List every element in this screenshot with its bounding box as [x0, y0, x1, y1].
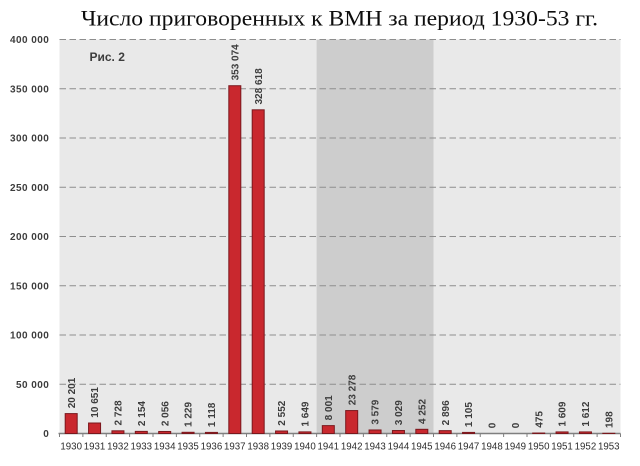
svg-text:1945: 1945: [411, 441, 433, 452]
svg-text:1939: 1939: [271, 441, 293, 452]
svg-text:50 000: 50 000: [16, 380, 49, 391]
svg-text:10 651: 10 651: [90, 387, 101, 418]
svg-text:2 896: 2 896: [441, 400, 452, 425]
svg-text:20 201: 20 201: [67, 377, 78, 408]
svg-text:3 029: 3 029: [394, 400, 405, 425]
svg-text:1 118: 1 118: [207, 402, 218, 427]
svg-text:300 000: 300 000: [10, 134, 49, 145]
svg-text:1936: 1936: [201, 441, 223, 452]
svg-text:250 000: 250 000: [10, 183, 49, 194]
svg-text:1934: 1934: [154, 441, 176, 452]
svg-text:0: 0: [43, 429, 49, 440]
svg-text:100 000: 100 000: [10, 331, 49, 342]
svg-text:2 056: 2 056: [160, 401, 171, 426]
svg-text:1953: 1953: [598, 441, 620, 452]
svg-text:4 252: 4 252: [417, 399, 428, 424]
svg-text:1948: 1948: [481, 441, 503, 452]
svg-text:2 552: 2 552: [277, 400, 288, 425]
svg-text:2 728: 2 728: [114, 400, 125, 425]
svg-text:1941: 1941: [318, 441, 340, 452]
svg-text:3 579: 3 579: [371, 399, 382, 424]
svg-text:1 649: 1 649: [301, 401, 312, 426]
svg-text:150 000: 150 000: [10, 281, 49, 292]
svg-text:2 154: 2 154: [137, 401, 148, 426]
svg-text:1935: 1935: [177, 441, 199, 452]
svg-text:1 609: 1 609: [558, 401, 569, 426]
svg-text:328 618: 328 618: [254, 68, 265, 105]
svg-text:1931: 1931: [84, 441, 106, 452]
svg-text:1952: 1952: [575, 441, 597, 452]
svg-text:0: 0: [488, 422, 499, 428]
svg-text:400 000: 400 000: [10, 35, 49, 46]
svg-text:1946: 1946: [434, 441, 456, 452]
svg-text:1942: 1942: [341, 441, 363, 452]
svg-text:1937: 1937: [224, 441, 246, 452]
svg-text:1933: 1933: [131, 441, 153, 452]
svg-text:198: 198: [604, 411, 615, 428]
svg-text:200 000: 200 000: [10, 232, 49, 243]
svg-text:1943: 1943: [364, 441, 386, 452]
svg-text:1 612: 1 612: [581, 401, 592, 426]
svg-text:23 278: 23 278: [347, 374, 358, 405]
svg-text:475: 475: [534, 411, 545, 428]
svg-text:353 074: 353 074: [230, 44, 241, 81]
svg-text:1947: 1947: [458, 441, 480, 452]
svg-text:Рис. 2: Рис. 2: [90, 50, 126, 64]
svg-text:1938: 1938: [247, 441, 269, 452]
svg-text:1 105: 1 105: [464, 402, 475, 427]
svg-text:1930: 1930: [60, 441, 82, 452]
svg-text:1940: 1940: [294, 441, 316, 452]
svg-text:1 229: 1 229: [184, 402, 195, 427]
svg-text:350 000: 350 000: [10, 84, 49, 95]
svg-text:1950: 1950: [528, 441, 550, 452]
svg-text:Число приговоренных к ВМН за п: Число приговоренных к ВМН за период 1930…: [81, 6, 598, 31]
svg-text:0: 0: [511, 422, 522, 428]
svg-text:1949: 1949: [505, 441, 527, 452]
svg-text:1944: 1944: [388, 441, 410, 452]
svg-text:8 001: 8 001: [324, 395, 335, 420]
svg-text:1932: 1932: [107, 441, 129, 452]
svg-text:1951: 1951: [551, 441, 573, 452]
